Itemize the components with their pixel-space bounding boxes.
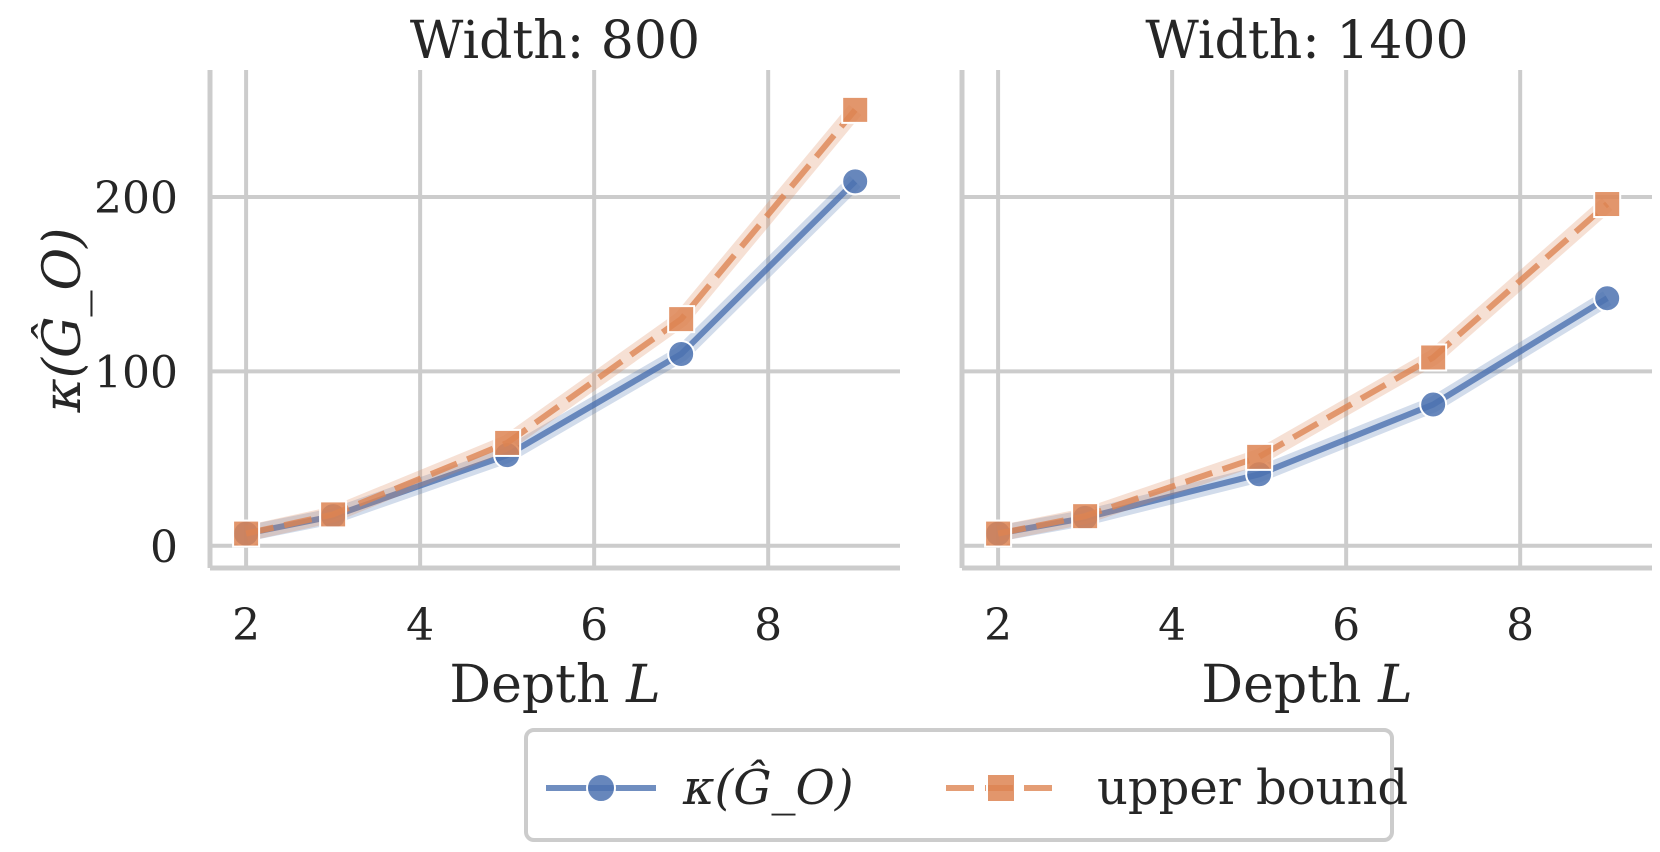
data-point — [667, 339, 696, 368]
x-tick-label: 2 — [232, 600, 260, 651]
legend-entry: upper bound — [946, 760, 1408, 816]
data-point — [319, 500, 348, 529]
data-point — [1419, 343, 1448, 372]
x-axis-label: Depth L — [449, 655, 660, 715]
series-line — [997, 295, 1609, 537]
panel-title: Width: 1400 — [1145, 11, 1468, 71]
x-axis-label: Depth L — [1201, 655, 1412, 715]
series-kappa — [232, 167, 870, 548]
data-point — [841, 167, 870, 196]
y-axis-label: κ(Ĝ_O) — [31, 228, 93, 414]
legend-marker — [586, 773, 616, 803]
panel-2: 2 4 6 8 Width: 1400 Depth L — [959, 11, 1652, 715]
y-tick-label: 200 — [94, 173, 178, 224]
x-tick-label: 2 — [984, 600, 1012, 651]
series-band — [244, 104, 862, 542]
series-band — [244, 175, 861, 542]
x-tick-label: 6 — [1332, 600, 1360, 651]
legend-label: κ(Ĝ_O) — [682, 758, 854, 816]
y-tick-label: 100 — [94, 347, 178, 398]
data-point — [1245, 442, 1274, 471]
data-point — [232, 519, 261, 548]
data-point — [1593, 284, 1622, 313]
data-point — [841, 95, 870, 124]
legend-label: upper bound — [1097, 760, 1408, 816]
panel-title: Width: 800 — [410, 11, 700, 71]
data-point — [1419, 390, 1448, 419]
y-tick-label: 0 — [150, 522, 178, 573]
legend-entry: κ(Ĝ_O) — [546, 758, 854, 816]
legend: κ(Ĝ_O) upper bound — [524, 728, 1408, 842]
panel-1: 2 4 6 8 0 100 200 Width: 800 Depth L κ(Ĝ_O) — [31, 11, 900, 715]
x-tick-label: 4 — [1158, 600, 1186, 651]
x-tick-label: 8 — [754, 600, 782, 651]
series-line — [245, 107, 858, 537]
series-upper-bound — [984, 190, 1622, 548]
series-band — [996, 198, 1613, 542]
data-point — [1593, 190, 1622, 219]
series-line — [245, 179, 858, 537]
legend-marker — [986, 773, 1016, 803]
data-point — [1071, 502, 1100, 531]
series-upper-bound — [232, 95, 870, 548]
data-point — [493, 428, 522, 457]
series-line — [997, 201, 1610, 537]
x-tick-label: 6 — [580, 600, 608, 651]
data-point — [667, 305, 696, 334]
x-tick-label: 4 — [406, 600, 434, 651]
x-tick-label: 8 — [1506, 600, 1534, 651]
series-band — [996, 291, 1612, 542]
data-point — [984, 519, 1013, 548]
